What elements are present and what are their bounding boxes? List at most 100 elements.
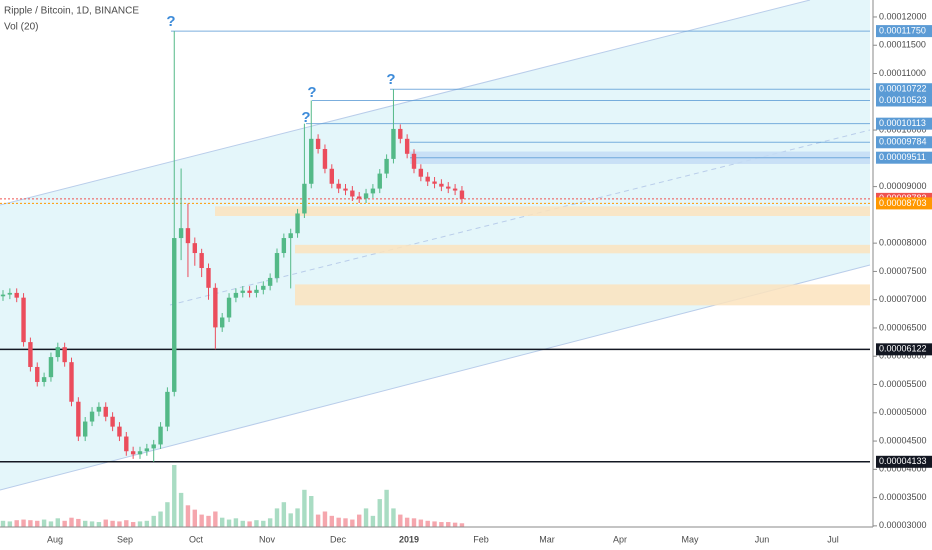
volume-bar (35, 520, 40, 527)
candle-body (240, 290, 245, 293)
volume-bar (384, 489, 389, 527)
volume-bar (226, 519, 232, 527)
channel-mid (169, 129, 871, 306)
volume-bar (343, 518, 348, 527)
x-tick-label: Nov (259, 534, 276, 544)
candle-body (254, 289, 259, 293)
candle-body (432, 181, 437, 184)
volume-bar (96, 522, 102, 527)
candle-body (0, 294, 6, 297)
volume-bar (398, 514, 403, 527)
volume-bar (370, 515, 376, 527)
annotation: ? (386, 71, 395, 88)
price-label: 0.00010722 (879, 84, 927, 94)
volume-bar (41, 519, 47, 527)
x-tick-label: May (681, 534, 699, 544)
candle-body (206, 268, 211, 288)
price-label-bg (876, 455, 932, 468)
volume-bar (254, 520, 259, 527)
candle-body (7, 292, 13, 295)
volume-bar (391, 508, 396, 527)
chart-title: Ripple / Bitcoin, 1D, BINANCE (4, 6, 139, 17)
volume-bar (357, 514, 362, 527)
price-label: 0.00009784 (879, 137, 927, 147)
volume-bar (350, 519, 355, 527)
candle-body (274, 253, 280, 278)
volume-bar (452, 522, 458, 527)
candle-body (110, 416, 115, 427)
volume-bar (274, 508, 280, 527)
volume-bar (322, 511, 328, 527)
candle-body (21, 297, 26, 343)
volume-bar (459, 523, 465, 527)
candle-body (370, 188, 376, 194)
candle-body (322, 148, 328, 169)
y-tick-label: 0.00005500 (879, 379, 927, 389)
volume-bar (144, 520, 150, 527)
y-tick-label: 0.00009000 (879, 181, 927, 191)
candle-body (302, 183, 307, 214)
volume-bar (199, 514, 204, 527)
volume-bar (206, 515, 211, 527)
volume-bar (281, 502, 287, 527)
axis-labels: 0.000120000.000115000.000110000.00010000… (47, 11, 932, 544)
candle-body (411, 153, 417, 169)
volume-bar (213, 511, 218, 527)
volume-bar (432, 521, 437, 527)
price-label-bg (876, 136, 932, 149)
annotation: ? (166, 13, 175, 30)
price-label-bg (876, 197, 932, 210)
volume-bar (14, 520, 19, 527)
candle-body (35, 366, 40, 382)
candle-body (295, 213, 300, 234)
volume-bar (439, 522, 444, 527)
candle-body (446, 186, 451, 189)
candle-body (192, 243, 197, 254)
candle-body (343, 188, 348, 191)
candle-body (144, 448, 150, 452)
price-label: 0.00004133 (879, 456, 927, 466)
candle-body (357, 196, 362, 199)
price-label-bg (876, 25, 932, 38)
y-tick-label: 0.00005000 (879, 407, 927, 417)
volume-bar (117, 521, 122, 527)
volume-bar (446, 522, 451, 527)
volume-bar (404, 517, 410, 527)
y-tick-label: 0.00003000 (879, 520, 927, 530)
volume-bar (178, 492, 184, 527)
candle-body (83, 421, 88, 437)
candle-body (247, 290, 252, 293)
x-tick-label: Oct (189, 534, 204, 544)
candle-body (384, 158, 389, 174)
candle-body (28, 342, 33, 367)
volume-bar (28, 520, 33, 527)
zone (215, 206, 870, 217)
candle-body (172, 238, 177, 392)
candle-body (363, 193, 369, 199)
y-tick-label: 0.00003500 (879, 492, 927, 502)
candle-body (62, 347, 67, 363)
volume-bar (295, 508, 300, 527)
volume-bar (425, 520, 430, 527)
candle-body (41, 377, 47, 382)
candle-body (261, 285, 266, 290)
volume-bar (185, 505, 191, 527)
price-label-bg (876, 343, 932, 356)
volume-bar (137, 521, 143, 527)
volume-bar (336, 517, 341, 527)
candle-body (14, 292, 19, 298)
volume-bar (247, 521, 252, 527)
volume-bar (48, 521, 54, 527)
volume-bar (151, 515, 156, 527)
volume (0, 465, 465, 527)
candle-body (350, 190, 355, 197)
volume-bar (192, 509, 197, 527)
candle-body (89, 411, 95, 422)
candle-body (267, 277, 273, 286)
annotation: ? (301, 109, 310, 126)
candle-body (391, 128, 396, 159)
annotation: ? (307, 84, 316, 101)
candle-body (226, 297, 232, 318)
